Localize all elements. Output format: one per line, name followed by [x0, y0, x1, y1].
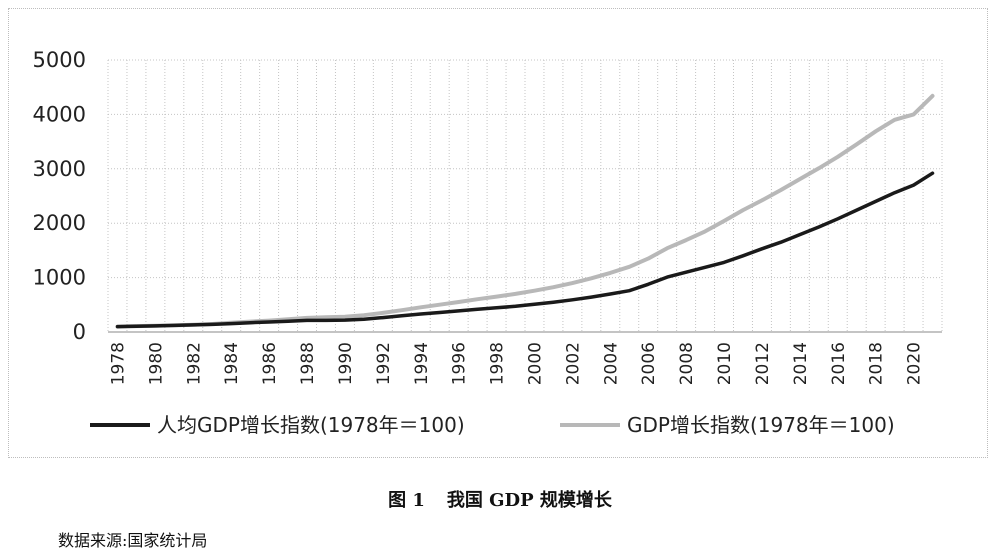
x-tick-label: 1986	[260, 342, 280, 385]
x-tick-label: 2012	[753, 342, 773, 385]
x-tick-label: 2020	[905, 342, 925, 385]
x-tick-label: 1982	[184, 342, 204, 385]
x-tick-label: 1998	[488, 342, 508, 385]
legend-per-capita-gdp-label: 人均GDP增长指数(1978年＝100)	[157, 413, 465, 437]
x-axis-ticks: 1978 1980 1982 1984 1986 1988 1990 1992 1994 1996…	[108, 342, 924, 385]
x-tick-label: 1990	[336, 342, 356, 385]
x-tick-label: 1996	[450, 342, 470, 385]
y-tick-label: 0	[73, 320, 86, 344]
gridlines	[107, 59, 943, 332]
gdp-index-line	[115, 93, 935, 329]
x-tick-label: 2002	[563, 342, 583, 385]
x-tick-label: 2010	[715, 342, 735, 385]
legend: 人均GDP增长指数(1978年＝100) GDP增长指数(1978年＝100)	[90, 413, 895, 437]
y-tick-label: 4000	[33, 102, 86, 126]
x-tick-label: 2014	[791, 342, 811, 385]
y-tick-label: 3000	[33, 157, 86, 181]
x-tick-label: 2000	[525, 342, 545, 385]
x-tick-label: 1978	[108, 342, 128, 385]
y-tick-label: 2000	[33, 211, 86, 235]
x-tick-label: 2004	[601, 342, 621, 385]
x-tick-label: 1980	[146, 342, 166, 385]
series-lines	[115, 93, 935, 329]
x-tick-label: 2016	[829, 342, 849, 385]
data-source-note: 数据来源:国家统计局	[58, 531, 208, 550]
x-tick-label: 2018	[867, 342, 887, 385]
figure-caption: 图 1 我国 GDP 规模增长	[0, 486, 1000, 512]
x-tick-label: 1994	[412, 342, 432, 385]
x-tick-label: 1984	[222, 342, 242, 385]
x-tick-label: 2008	[677, 342, 697, 385]
y-tick-label: 1000	[33, 266, 86, 290]
y-axis-ticks: 0 1000 2000 3000 4000 5000	[33, 48, 86, 344]
per-capita-gdp-index-line	[115, 171, 935, 329]
figure-number: 图 1	[388, 490, 425, 511]
chart-frame	[8, 8, 988, 458]
figure-title: 我国 GDP 规模增长	[446, 490, 612, 511]
legend-gdp-label: GDP增长指数(1978年＝100)	[627, 413, 895, 437]
x-tick-label: 2006	[639, 342, 659, 385]
y-tick-label: 5000	[33, 48, 86, 72]
x-tick-label: 1988	[298, 342, 318, 385]
x-tick-label: 1992	[374, 342, 394, 385]
